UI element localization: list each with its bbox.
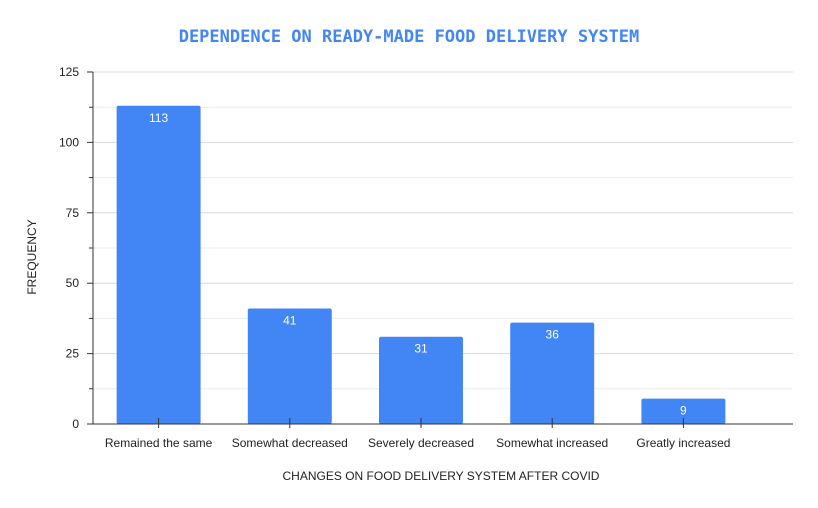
data-label: 31 xyxy=(414,342,428,356)
data-label: 9 xyxy=(680,404,687,418)
x-tick-label: Greatly increased xyxy=(636,436,730,450)
y-axis-label: FREQUENCY xyxy=(25,219,39,294)
y-tick-label: 100 xyxy=(59,135,79,149)
bar xyxy=(641,398,726,424)
data-label: 113 xyxy=(149,111,168,125)
x-tick-label: Somewhat increased xyxy=(496,436,608,450)
bar xyxy=(510,322,595,424)
bar xyxy=(116,105,201,425)
chart-title: DEPENDENCE ON READY-MADE FOOD DELIVERY S… xyxy=(179,27,640,47)
labels: 0 25 50 75 100 125 Remained the same 113 Somewha… xyxy=(59,65,730,450)
x-axis-label: CHANGES ON FOOD DELIVERY SYSTEM AFTER CO… xyxy=(283,469,600,483)
y-tick-label: 75 xyxy=(66,206,80,220)
data-label: 41 xyxy=(283,314,297,328)
x-tick-label: Somewhat decreased xyxy=(232,436,348,450)
y-tick-label: 125 xyxy=(59,65,79,79)
y-tick-label: 25 xyxy=(66,347,80,361)
bar xyxy=(247,308,332,424)
bar xyxy=(379,336,463,424)
data-label: 36 xyxy=(546,328,560,342)
bars xyxy=(116,105,726,425)
y-tick-label: 0 xyxy=(72,417,79,431)
x-tick-label: Remained the same xyxy=(105,436,213,450)
x-tick-label: Severely decreased xyxy=(368,436,474,450)
y-tick-label: 50 xyxy=(66,276,80,290)
axes xyxy=(87,71,793,428)
